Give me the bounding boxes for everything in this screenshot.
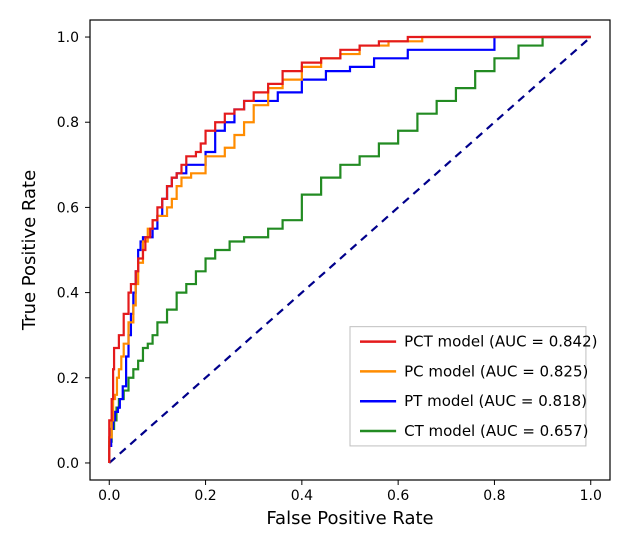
chart-svg: 0.0 0.2 0.4 0.6 0.8 1.0 0.0 0.2 0.4 0.6 0.8 1.0 Fals… bbox=[0, 0, 640, 550]
legend-label: PC model (AUC = 0.825) bbox=[404, 362, 588, 380]
x-axis-label: False Positive Rate bbox=[266, 508, 433, 529]
roc-chart: 0.0 0.2 0.4 0.6 0.8 1.0 0.0 0.2 0.4 0.6 0.8 1.0 Fals… bbox=[0, 0, 640, 550]
x-tick-label: 0.6 bbox=[387, 488, 409, 504]
y-tick-label: 0.8 bbox=[57, 115, 79, 131]
y-tick-label: 1.0 bbox=[57, 30, 79, 46]
x-tick-label: 1.0 bbox=[580, 488, 602, 504]
y-tick-label: 0.6 bbox=[57, 200, 79, 216]
x-tick-label: 0.4 bbox=[291, 488, 313, 504]
x-tick-label: 0.8 bbox=[483, 488, 505, 504]
y-tick-label: 0.0 bbox=[57, 456, 79, 472]
y-tick-label: 0.4 bbox=[57, 286, 79, 302]
legend-label: CT model (AUC = 0.657) bbox=[404, 422, 588, 440]
x-tick-label: 0.2 bbox=[194, 488, 216, 504]
x-tick-label: 0.0 bbox=[98, 488, 120, 504]
y-tick-label: 0.2 bbox=[57, 371, 79, 387]
y-axis-label: True Positive Rate bbox=[19, 170, 40, 331]
legend-label: PCT model (AUC = 0.842) bbox=[404, 333, 597, 351]
legend-label: PT model (AUC = 0.818) bbox=[404, 392, 587, 410]
